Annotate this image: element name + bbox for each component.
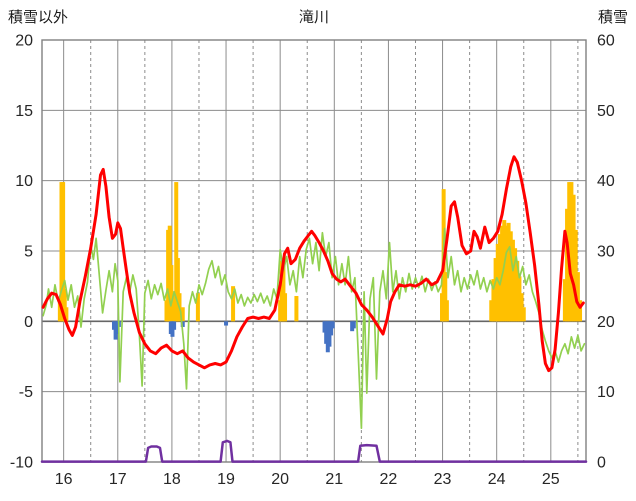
- right-axis-tick-label: 0: [597, 455, 606, 472]
- snow-bars-blue-bar: [172, 321, 177, 330]
- snow-bars-orange-bar: [519, 293, 524, 322]
- left-axis-tick-label: 20: [15, 33, 33, 50]
- snow-bars-orange-bar: [493, 258, 498, 322]
- snow-bars-orange-bar: [61, 182, 66, 322]
- right-axis-tick-label: 60: [597, 33, 615, 50]
- snow-bars-orange-bar: [569, 182, 574, 322]
- snow-bars-orange-bar: [180, 307, 185, 322]
- left-axis-tick-label: 0: [24, 314, 33, 331]
- snow-bars-orange-bar: [573, 229, 578, 322]
- snow-bars-orange-bar: [64, 307, 69, 322]
- snow-bars-orange-bar: [489, 300, 494, 322]
- snow-bars-blue-bar: [224, 321, 229, 326]
- left-axis-tick-label: 5: [24, 244, 33, 261]
- snow-bars-orange-bar: [515, 260, 520, 322]
- snow-bars-blue-bar: [180, 321, 185, 327]
- right-axis-tick-label: 10: [597, 384, 615, 401]
- left-axis-title: 積雪以外: [8, 9, 69, 26]
- snow-bars-orange-bar: [294, 296, 299, 322]
- chart-title: 滝川: [298, 9, 330, 26]
- red-line: [41, 155, 585, 373]
- right-axis-tick-label: 20: [597, 314, 615, 331]
- snow-bars-orange-bar: [578, 300, 583, 322]
- x-axis-tick-label: 24: [488, 471, 506, 488]
- snow-bars-orange-bar: [62, 288, 67, 322]
- snow-bars-orange-bar: [502, 220, 507, 322]
- right-axis-tick-label: 50: [597, 103, 615, 120]
- snow-bars-orange-bar: [508, 231, 513, 322]
- snow-bars-orange-bar: [565, 208, 570, 322]
- snow-bars-orange-bar: [513, 248, 518, 322]
- snow-bars-orange-bar: [174, 182, 179, 322]
- snow-bars-orange-bar: [281, 258, 286, 322]
- snow-bars-orange-bar: [562, 279, 567, 322]
- right-axis-title: 積雪: [597, 9, 628, 26]
- right-axis-tick-label: 40: [597, 173, 615, 190]
- left-axis-tick-label: -5: [19, 384, 33, 401]
- left-axis-tick-label: 15: [15, 103, 33, 120]
- x-axis-tick-label: 19: [217, 471, 235, 488]
- x-axis-tick-label: 17: [109, 471, 127, 488]
- snow-bars-orange-bar: [504, 225, 509, 322]
- snow-bars-blue-bar: [115, 321, 120, 334]
- snow-bars-orange-bar: [571, 194, 576, 322]
- snow-bars-orange-bar: [283, 293, 288, 322]
- left-axis-tick-label: 10: [15, 173, 33, 190]
- snow-bars-orange-bar: [444, 300, 449, 322]
- x-axis-tick-label: 20: [271, 471, 289, 488]
- x-axis-tick-label: 16: [55, 471, 73, 488]
- snow-bars-orange-bar: [495, 243, 500, 322]
- snow-bars-orange-bar: [506, 222, 511, 322]
- snow-bars-orange-bar: [231, 286, 236, 322]
- left-axis-tick-label: -10: [10, 455, 33, 472]
- x-axis-tick-label: 21: [325, 471, 343, 488]
- snow-bars-orange-bar: [517, 276, 522, 322]
- snow-bars-blue-bar: [329, 321, 334, 336]
- x-axis-tick-label: 23: [434, 471, 452, 488]
- snow-bars-orange-bar: [497, 234, 502, 322]
- snow-bars-orange-bar: [521, 307, 526, 322]
- x-axis-tick-label: 22: [380, 471, 398, 488]
- x-axis-tick-label: 18: [163, 471, 181, 488]
- snow-bars-orange-bar: [491, 279, 496, 322]
- snow-bars-blue-bar: [330, 321, 335, 329]
- snow-bars-orange-bar: [443, 272, 448, 322]
- snow-bars-orange-bar: [195, 293, 200, 322]
- x-axis-tick-label: 25: [542, 471, 560, 488]
- snow-bars-orange-bar: [510, 239, 515, 322]
- snow-bars-blue-bar: [351, 321, 356, 329]
- snow-bars-orange-bar: [175, 258, 180, 322]
- snow-bars-orange-bar: [575, 272, 580, 322]
- purple-line: [40, 439, 588, 463]
- right-axis-tick-label: 30: [597, 244, 615, 261]
